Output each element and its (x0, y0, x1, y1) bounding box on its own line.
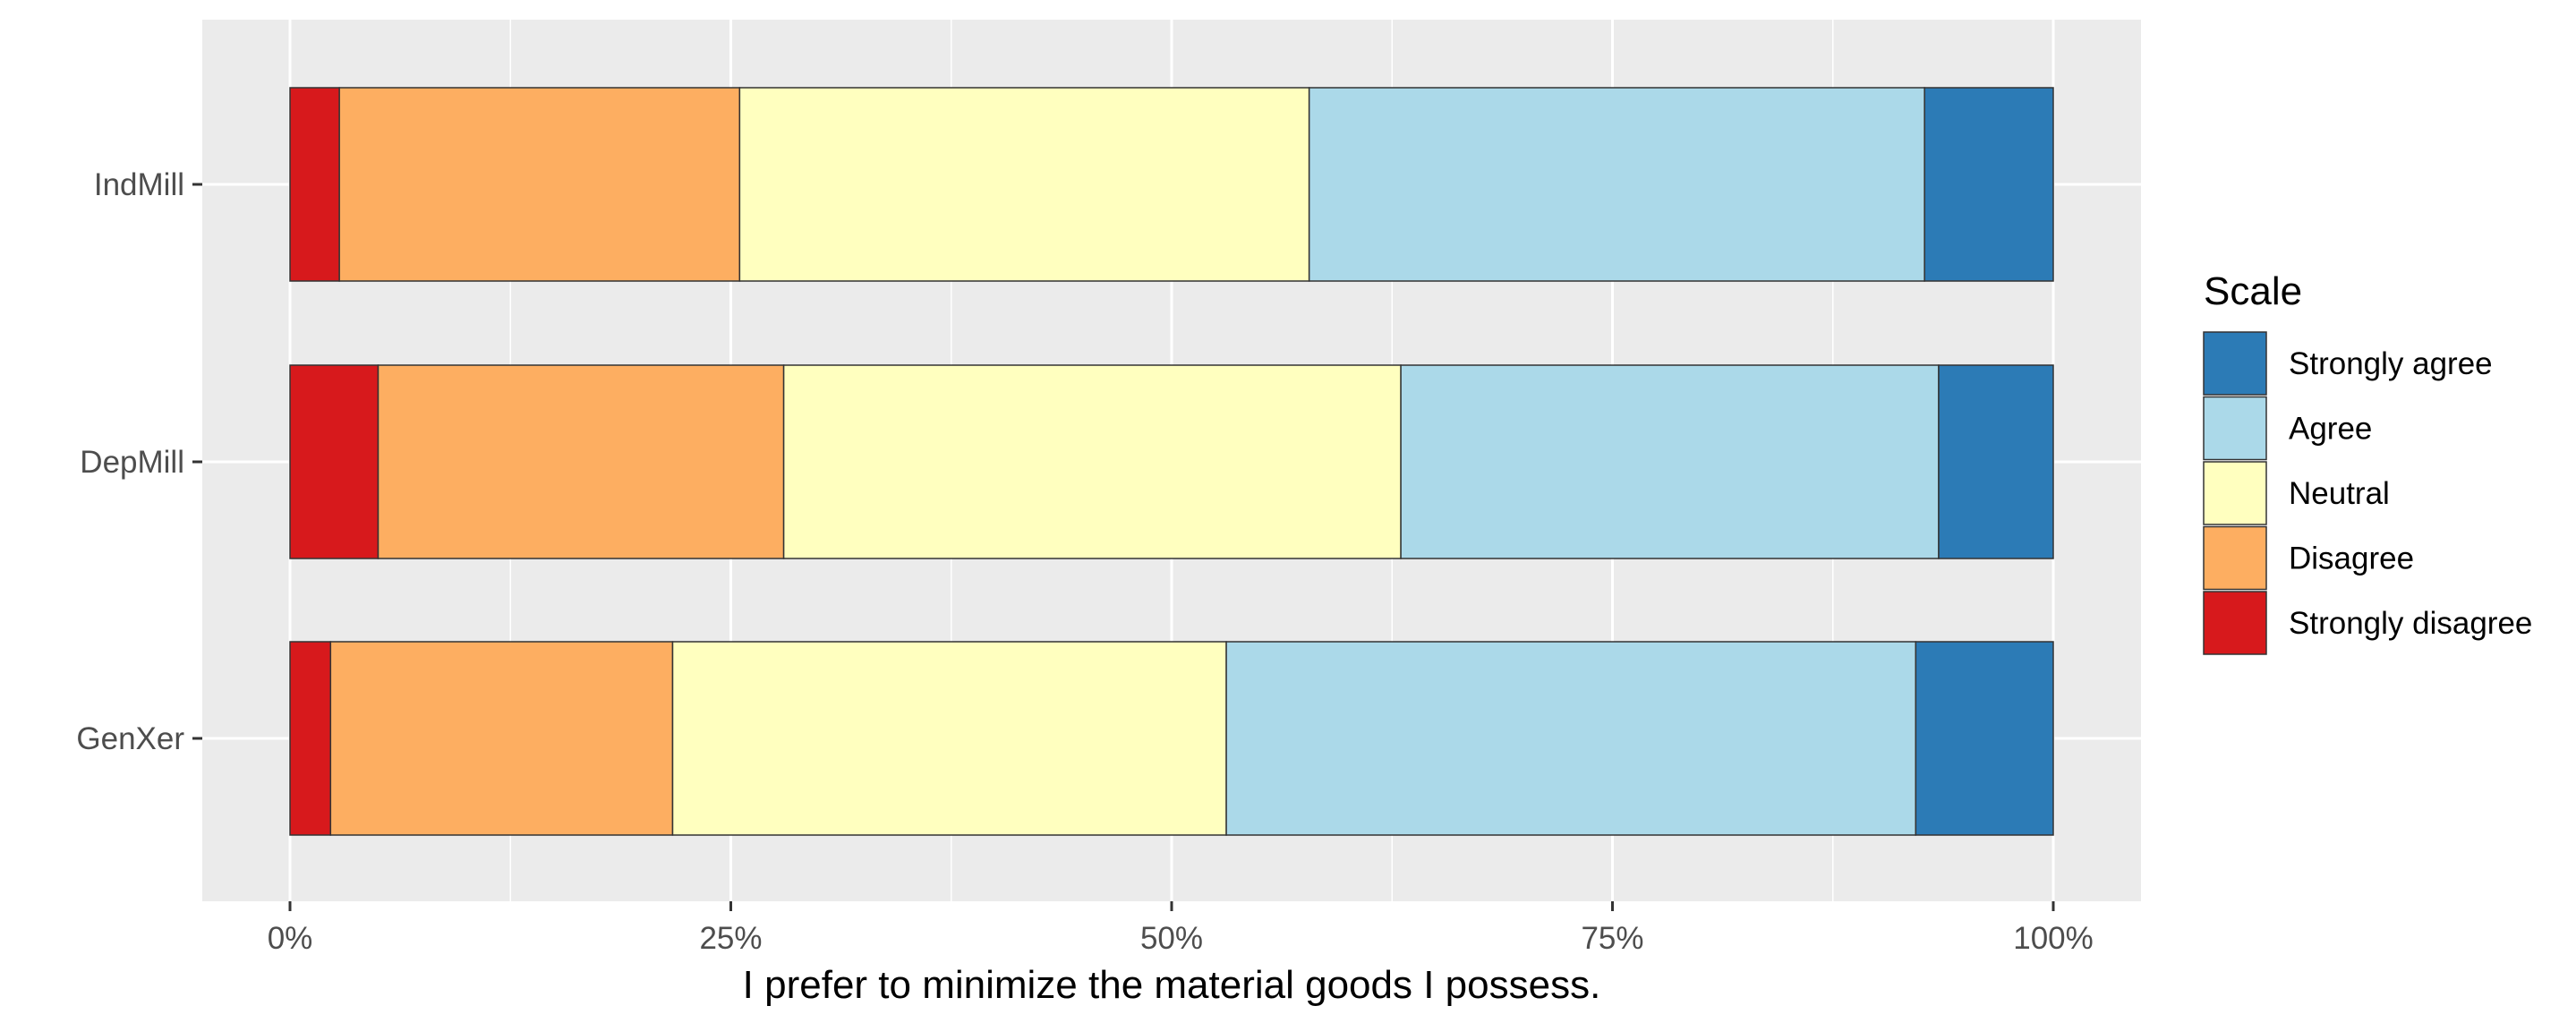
legend-label-strongly-disagree: Strongly disagree (2289, 606, 2532, 641)
bar-indmill-neutral (738, 87, 1310, 282)
legend-label-disagree: Disagree (2289, 541, 2414, 576)
bar-genxer-agree (1225, 641, 1917, 836)
legend-key-neutral (2203, 461, 2267, 525)
x-tick-label-0: 0% (268, 921, 313, 956)
bar-depmill-agree (1400, 364, 1940, 559)
y-tick-label-genxer: GenXer (76, 721, 184, 756)
x-axis: 0% 25% 50% 75% 100% (268, 901, 2094, 956)
x-axis-title: I prefer to minimize the material goods … (743, 963, 1601, 1007)
y-tick-label-depmill: DepMill (80, 445, 184, 480)
legend-label-strongly-agree: Strongly agree (2289, 346, 2493, 381)
legend-title: Scale (2204, 269, 2302, 313)
bar-depmill-strongly-agree (1938, 364, 2054, 559)
bar-genxer-neutral (671, 641, 1227, 836)
legend-key-agree (2203, 396, 2267, 461)
bar-depmill-neutral (782, 364, 1402, 559)
y-axis: IndMill DepMill GenXer (76, 167, 202, 756)
bar-genxer-strongly-agree (1915, 641, 2054, 836)
legend-key-strongly-agree (2203, 331, 2267, 396)
bar-indmill-disagree (338, 87, 741, 282)
legend-label-neutral: Neutral (2289, 476, 2390, 511)
bar-indmill-agree (1308, 87, 1925, 282)
legend-key-disagree (2203, 525, 2267, 591)
x-tick-label-25: 25% (699, 921, 762, 956)
bar-genxer-disagree (329, 641, 674, 836)
x-tick-label-50: 50% (1140, 921, 1203, 956)
bar-genxer-strongly-disagree (289, 641, 332, 836)
legend-key-strongly-disagree (2203, 591, 2267, 655)
x-tick-label-100: 100% (2013, 921, 2094, 956)
legend: Scale Strongly agree Agree Neutral Disagree… (2203, 269, 2532, 655)
bar-depmill-strongly-disagree (289, 364, 380, 559)
y-tick-label-indmill: IndMill (94, 167, 184, 202)
bar-indmill-strongly-disagree (289, 87, 340, 282)
bar-depmill-disagree (377, 364, 785, 559)
bars (289, 87, 2054, 836)
legend-label-agree: Agree (2289, 412, 2372, 447)
bar-indmill-strongly-agree (1923, 87, 2054, 282)
x-tick-label-75: 75% (1581, 921, 1643, 956)
